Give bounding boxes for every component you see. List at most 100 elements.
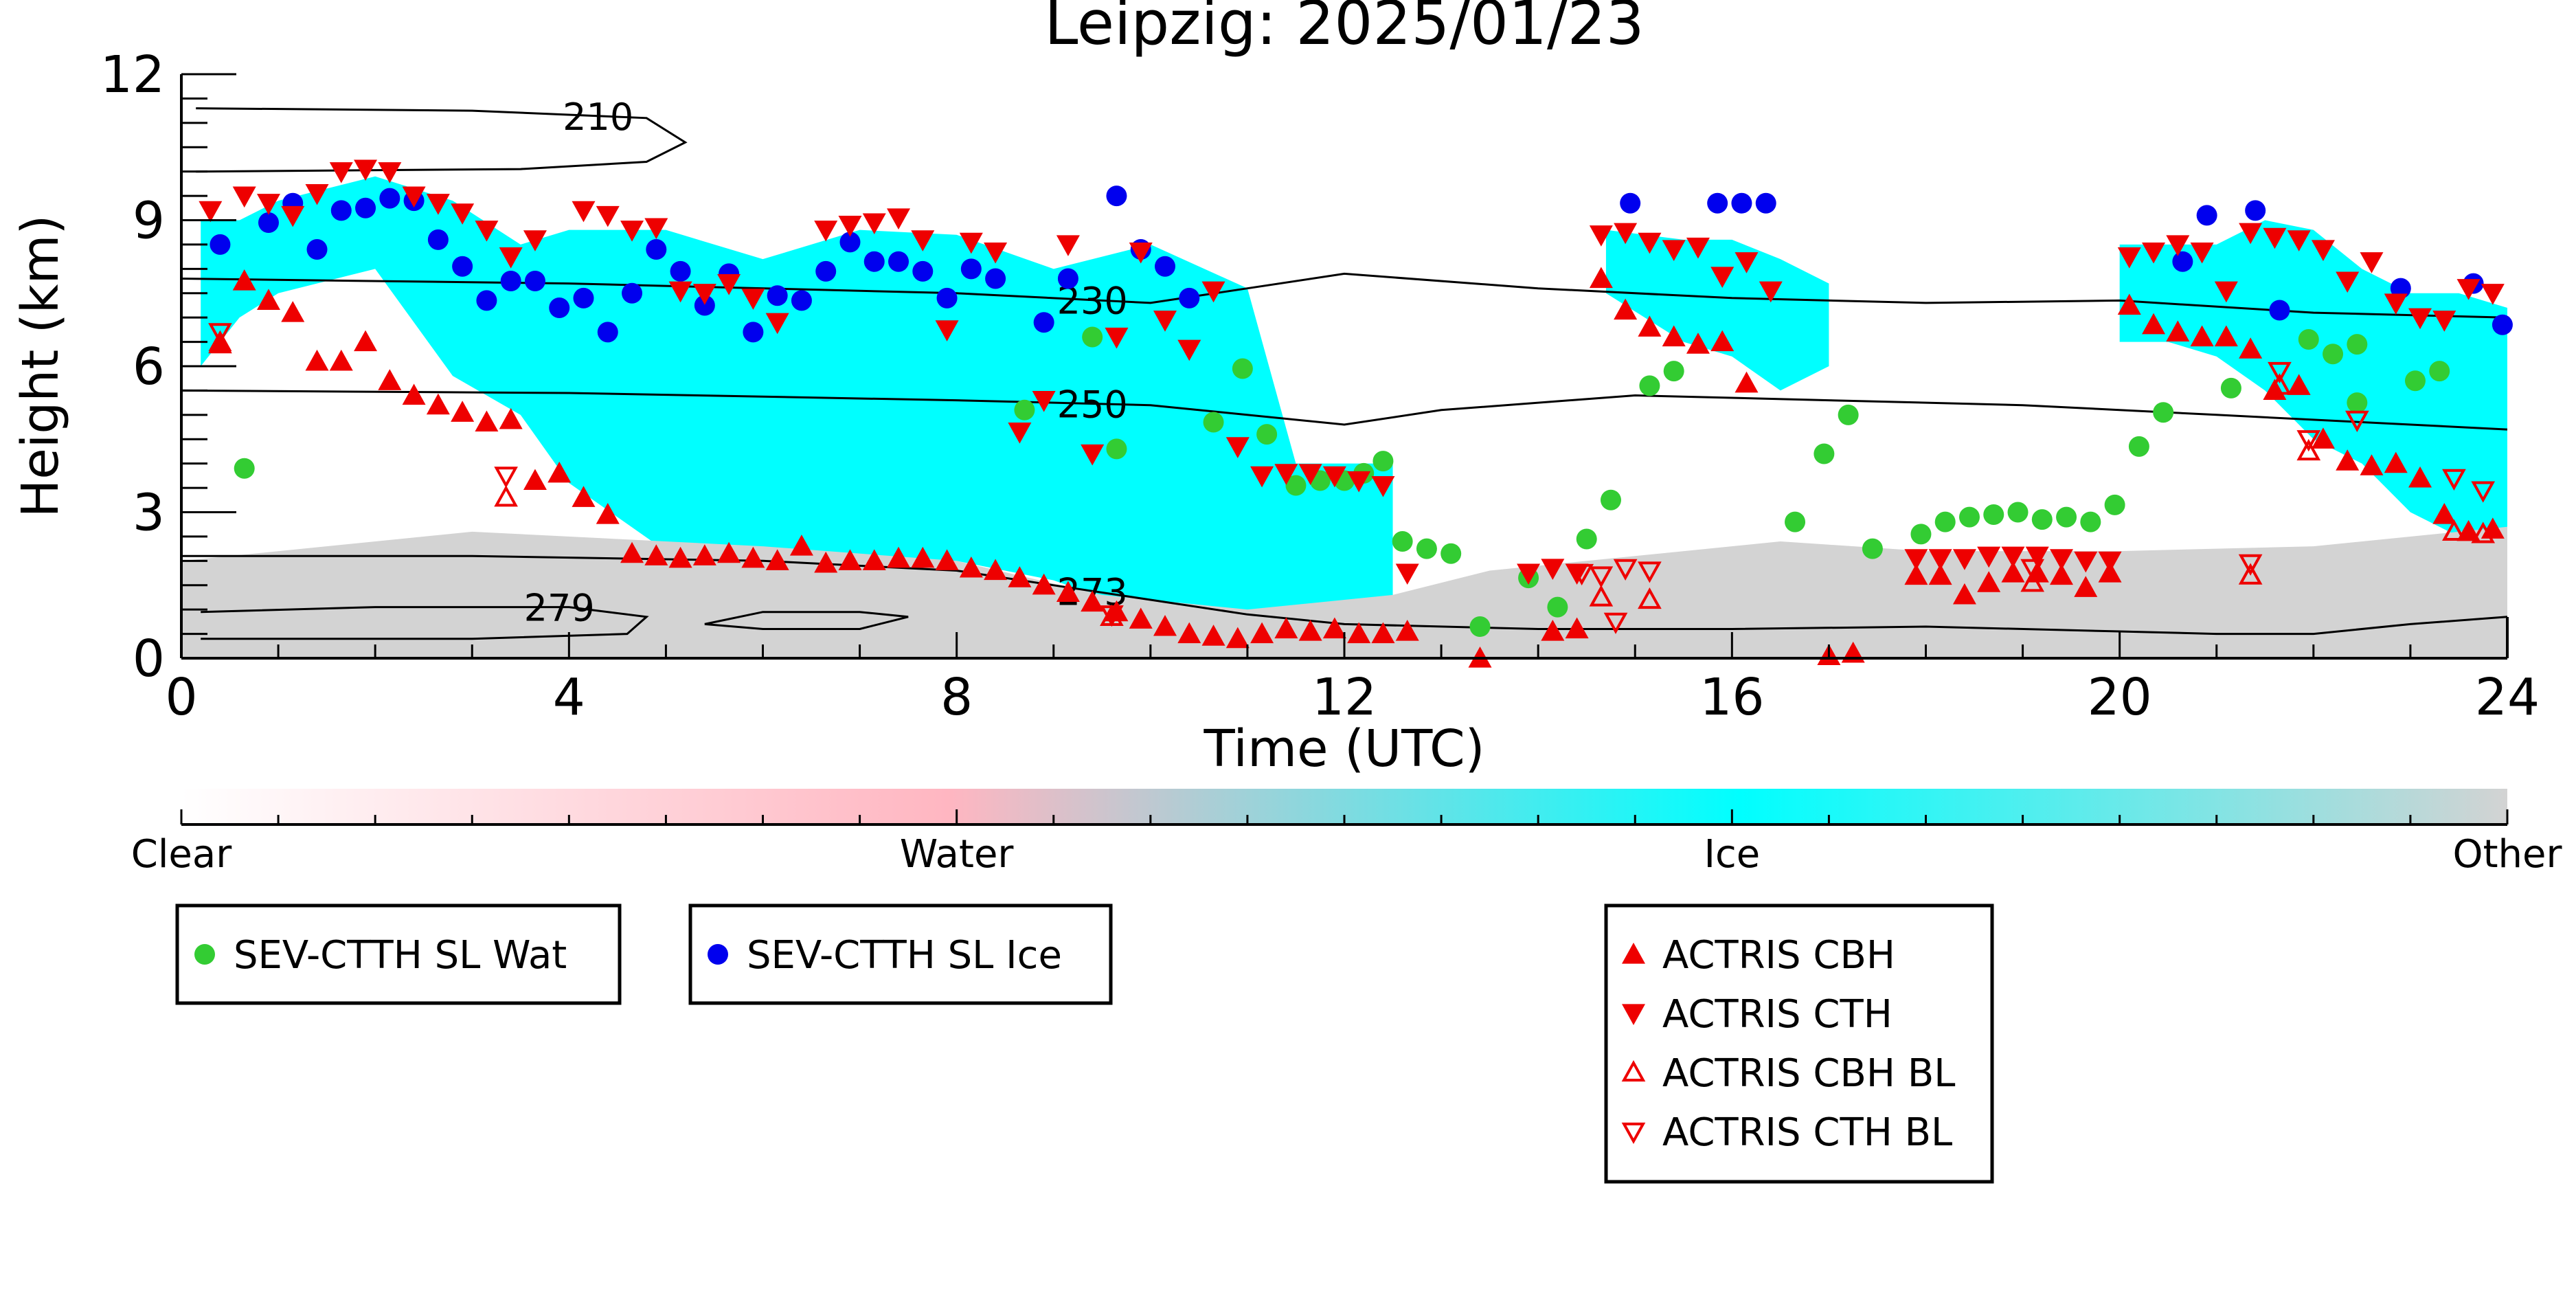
actris-cth-point [1032, 390, 1056, 412]
actris-cbh-bl-point [1589, 585, 1614, 607]
actris-cth-point [2074, 551, 2098, 573]
actris-cbh-point [838, 549, 862, 570]
sev-ctth-sl-ice-point [1620, 192, 1641, 214]
contour-label: 250 [1057, 383, 1128, 427]
actris-cbh-point [2142, 313, 2166, 335]
sev-ctth-sl-wat-point [2298, 329, 2319, 350]
actris-cbh-point [402, 383, 426, 405]
marker-layer [199, 159, 2513, 668]
sev-ctth-sl-wat-point [1440, 543, 1462, 564]
sev-ctth-sl-ice-point [646, 239, 667, 260]
actris-cth-point [2142, 242, 2166, 264]
sev-ctth-sl-wat-point [1082, 326, 1103, 348]
sev-ctth-sl-ice-point [985, 268, 1006, 289]
actris-cbh-point [475, 410, 499, 432]
actris-cth-point [2456, 279, 2481, 300]
classification-area-ice [1605, 229, 1829, 391]
actris-cth-bl-point [2442, 469, 2466, 491]
actris-cth-point [1201, 281, 1225, 303]
legend-marker-actris-cth [1622, 1004, 1645, 1025]
actris-cbh-bl-point [2238, 563, 2263, 585]
actris-cbh-point [1322, 617, 1346, 639]
actris-cth-point [1274, 464, 1298, 485]
actris-cbh-point [887, 546, 911, 568]
actris-cth-point [354, 159, 378, 181]
actris-cbh-point [1686, 333, 1710, 354]
actris-cbh-point [2166, 320, 2190, 342]
actris-cbh-point [668, 546, 692, 568]
sev-ctth-sl-wat-point [2080, 511, 2101, 532]
actris-cth-point [2025, 546, 2049, 568]
actris-cth-bl-point [1603, 612, 1628, 634]
actris-cbh-point [354, 330, 378, 352]
x-tick-label: 4 [553, 668, 585, 727]
actris-cth-point [668, 281, 692, 303]
actris-cth-point [596, 205, 620, 227]
actris-cth-point [2432, 311, 2456, 332]
actris-cth-point [402, 186, 426, 208]
sev-ctth-sl-wat-point [1576, 528, 1597, 550]
actris-cth-point [426, 194, 450, 215]
actris-cbh-point [1614, 298, 1638, 320]
sev-ctth-sl-ice-point [1154, 256, 1175, 277]
sev-ctth-sl-ice-point [1179, 287, 1200, 308]
actris-cbh-point [499, 407, 523, 429]
sev-ctth-sl-ice-point [2492, 314, 2513, 335]
actris-cbh-point [2432, 503, 2456, 524]
actris-cbh-point [1662, 325, 1686, 347]
sev-ctth-sl-wat-point [2404, 370, 2426, 392]
sev-ctth-sl-ice-point [1707, 192, 1728, 214]
actris-cbh-point [862, 549, 886, 570]
actris-cbh-point [1395, 620, 1419, 641]
actris-cth-point [1225, 437, 1250, 458]
actris-cth-bl-point [2345, 410, 2369, 432]
actris-cbh-point [1638, 315, 1662, 337]
contour-line [196, 107, 688, 173]
sev-ctth-sl-wat-point [1232, 358, 1253, 379]
colorbar-label: Clear [131, 832, 232, 877]
actris-cbh-point [1710, 330, 1735, 352]
sev-ctth-sl-wat-point [2323, 344, 2344, 365]
actris-cth-point [2098, 551, 2122, 573]
actris-cth-point [1105, 327, 1129, 349]
actris-cbh-point [523, 469, 547, 491]
actris-cbh-point [1008, 566, 1032, 587]
actris-cth-bl-point [2268, 361, 2292, 384]
actris-cth-point [1589, 225, 1613, 247]
legend: SEV-CTTH SL Wat SEV-CTTH SL Ice ACTRIS CBH… [175, 903, 1994, 1184]
sev-ctth-sl-wat-point [2429, 361, 2450, 382]
actris-cbh-point [1177, 622, 1201, 644]
actris-cth-point [475, 221, 499, 242]
actris-cth-point [1008, 423, 1032, 444]
actris-cbh-bl-point [2296, 438, 2321, 461]
sev-ctth-sl-wat-point [1983, 504, 2004, 526]
sev-ctth-sl-ice-point [379, 188, 400, 209]
actris-cth-point [2481, 284, 2505, 305]
legend-label: ACTRIS CTH [1662, 992, 1893, 1037]
actris-cth-point [644, 218, 668, 240]
sev-ctth-sl-wat-point [2104, 494, 2125, 515]
contour-label: 279 [524, 587, 595, 630]
actris-cbh-point [281, 301, 305, 322]
sev-ctth-sl-ice-point [1057, 268, 1078, 289]
sev-ctth-sl-wat-point [2220, 377, 2241, 398]
actris-cth-point [984, 242, 1008, 264]
actris-cth-point [1928, 549, 1952, 570]
actris-cth-point [620, 221, 644, 242]
sev-ctth-sl-ice-point [1106, 186, 1127, 207]
actris-cth-point [717, 273, 741, 295]
actris-cth-point [1614, 223, 1638, 245]
actris-cbh-point [572, 486, 596, 507]
sev-ctth-sl-wat-point [2007, 502, 2029, 523]
sev-ctth-sl-wat-point [1469, 616, 1491, 637]
actris-cth-point [281, 205, 305, 227]
actris-cth-point [305, 183, 329, 205]
sev-ctth-sl-ice-point [2196, 205, 2217, 226]
actris-cbh-bl-point [2268, 373, 2292, 395]
actris-cbh-point [305, 349, 329, 371]
contour-label: 210 [563, 96, 633, 139]
sev-ctth-sl-ice-point [670, 260, 691, 282]
contour-line [181, 389, 2507, 431]
actris-cbh-point [935, 549, 959, 570]
